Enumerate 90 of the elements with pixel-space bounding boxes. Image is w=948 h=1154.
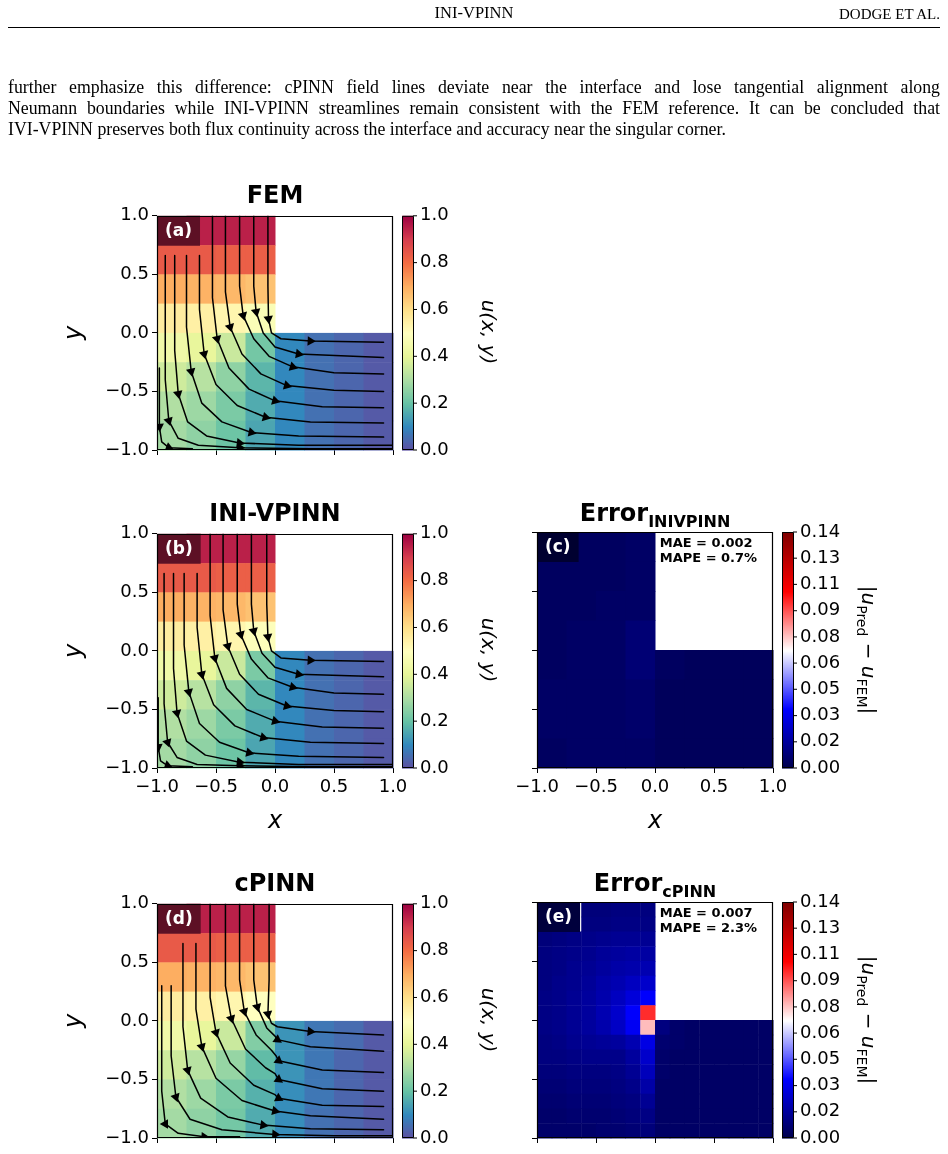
y-tick-label: −1.0 [105, 755, 149, 777]
chart-title: cPINN [234, 869, 316, 897]
color-bar-label: 0.4 [420, 661, 449, 683]
y-tick-label: 1.0 [120, 891, 149, 913]
x-tick-label: 1.0 [378, 775, 408, 797]
color-bar-label: 1.0 [420, 203, 449, 225]
y-tick-label: −1.0 [105, 437, 149, 459]
color-bar-label: 0.8 [420, 938, 449, 960]
x-tick-label: −1.0 [135, 775, 179, 797]
annotation: MAE = 0.002 [659, 535, 753, 551]
color-bar-label: 0.4 [420, 343, 449, 365]
color-bar-label: 0.00 [800, 1125, 841, 1147]
color-bar-label: 0.8 [420, 250, 449, 272]
color-bar-label: 0.02 [800, 1099, 841, 1121]
color-bar-label: 1.0 [420, 891, 449, 913]
annotation: (b) [165, 537, 193, 558]
y-tick-label: 0.5 [120, 580, 149, 602]
color-bar-label: 0.06 [800, 650, 841, 672]
x-tick-label: −0.5 [194, 775, 238, 797]
color-bar-label: 0.00 [800, 755, 841, 777]
color-bar-title: u(x, y) [477, 299, 501, 365]
annotation: MAE = 0.007 [659, 905, 753, 921]
x-tick-label: 0.5 [319, 775, 349, 797]
text: IVI-VPINN preserves both flux continuity across the interface and accuracy near the singular corner. [8, 119, 726, 140]
y-tick-label: 0.0 [120, 320, 149, 342]
color-bar-title: u(x, y) [477, 617, 501, 683]
color-bar-label: 0.0 [420, 755, 449, 777]
y-tick-label: 0.5 [120, 950, 149, 972]
y-axis-title: y [58, 325, 87, 341]
text: DODGE ET AL. [839, 5, 940, 24]
x-tick-label: 0.0 [640, 775, 670, 797]
color-bar-label: 0.09 [800, 968, 841, 990]
color-bar-label: 0.03 [800, 703, 841, 725]
annotation: (a) [165, 219, 193, 240]
text: further emphasize this difference: cPINN field lines deviate near the interface and lose tangential alignment along [8, 77, 940, 98]
color-bar-label: 0.02 [800, 729, 841, 751]
x-axis-title: x [646, 805, 663, 834]
annotation: MAPE = 2.3% [659, 920, 758, 936]
chart-title: Error$_{cPINN}$ [593, 869, 717, 901]
color-bar-label: 0.06 [800, 1020, 841, 1042]
y-tick-label: −0.5 [105, 379, 149, 401]
color-bar-label: 0.08 [800, 624, 841, 646]
color-bar-label: 0.09 [800, 598, 841, 620]
color-bar-label: 0.13 [800, 545, 841, 567]
y-tick-label: −0.5 [105, 697, 149, 719]
y-tick-label: 1.0 [120, 521, 149, 543]
color-bar-label: 0.6 [420, 985, 449, 1007]
y-axis-title: y [58, 1013, 87, 1029]
x-tick-label: 0.5 [699, 775, 729, 797]
color-bar-label: 0.11 [800, 942, 841, 964]
color-bar-label: 0.2 [420, 708, 449, 730]
text: INI-VPINN [434, 3, 514, 23]
color-bar-label: 0.0 [420, 1125, 449, 1147]
color-bar-label: 0.13 [800, 915, 841, 937]
color-bar-label: 0.05 [800, 1046, 841, 1068]
color-bar-label: 0.2 [420, 390, 449, 412]
y-tick-label: −0.5 [105, 1067, 149, 1089]
y-tick-label: 0.5 [120, 262, 149, 284]
y-axis-title: y [58, 643, 87, 659]
color-bar-label: 0.11 [800, 572, 841, 594]
x-tick-label: −0.5 [574, 775, 618, 797]
y-tick-label: −1.0 [105, 1125, 149, 1147]
color-bar-label: 0.0 [420, 437, 449, 459]
annotation: (d) [165, 907, 193, 928]
color-bar-label: 0.14 [800, 889, 841, 911]
annotation: MAPE = 0.7% [659, 550, 758, 566]
color-bar-title: u(x, y) [477, 987, 501, 1053]
chart-title: INI-VPINN [209, 499, 341, 527]
color-bar-label: 0.4 [420, 1031, 449, 1053]
color-bar-label: 1.0 [420, 521, 449, 543]
y-tick-label: 1.0 [120, 203, 149, 225]
text: Neumann boundaries while INI-VPINN streamlines remain consistent with the FEM reference. It can be concluded that [8, 98, 940, 119]
x-tick-label: 0.0 [260, 775, 290, 797]
chart-title: FEM [246, 181, 304, 209]
color-bar-label: 0.14 [800, 519, 841, 541]
color-bar-label: 0.08 [800, 994, 841, 1016]
color-bar-label: 0.6 [420, 615, 449, 637]
y-tick-label: 0.0 [120, 638, 149, 660]
color-bar-label: 0.6 [420, 297, 449, 319]
y-tick-label: 0.0 [120, 1008, 149, 1030]
annotation: (c) [545, 535, 571, 556]
x-tick-label: 1.0 [758, 775, 788, 797]
chart-title: Error$_{INIVPINN}$ [579, 499, 731, 531]
x-tick-label: −1.0 [515, 775, 559, 797]
color-bar-label: 0.05 [800, 676, 841, 698]
color-bar-label: 0.03 [800, 1073, 841, 1095]
color-bar-label: 0.8 [420, 568, 449, 590]
annotation: (e) [545, 905, 573, 926]
color-bar-label: 0.2 [420, 1078, 449, 1100]
x-axis-title: x [266, 805, 283, 834]
